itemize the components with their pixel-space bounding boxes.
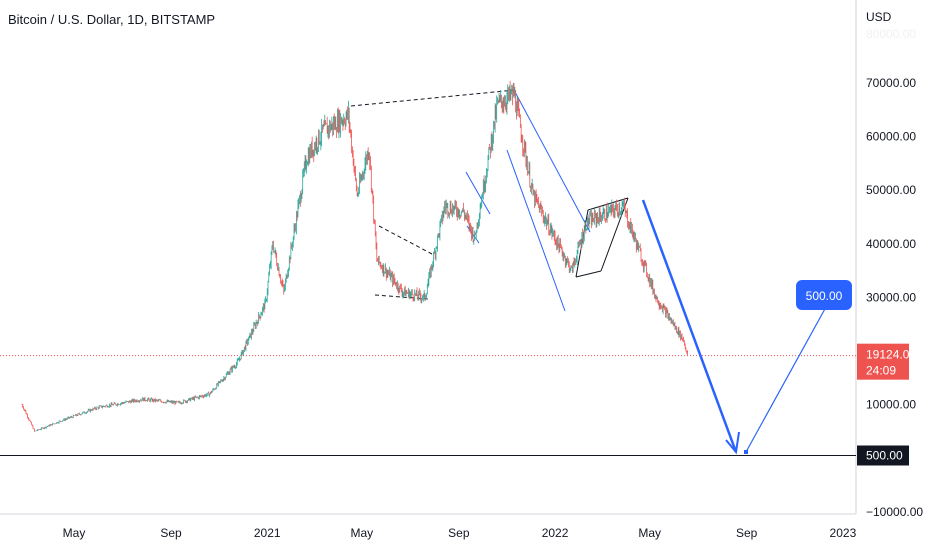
x-tick-label: May [351,526,374,540]
last-price-box [857,343,909,380]
y-tick-label: 50000.00 [866,183,916,197]
chart-title: Bitcoin / U.S. Dollar, 1D, BITSTAMP [8,12,215,27]
x-tick-label: May [638,526,661,540]
channel-lower-line[interactable] [506,149,566,312]
flag-line-upper[interactable] [465,171,491,215]
level-price-label: 500.00 [866,449,903,463]
callout-label: 500.00 [806,289,843,303]
arrow-head-icon [725,431,740,455]
x-tick-label: Sep [448,526,470,540]
projection-up-line[interactable] [745,306,827,453]
wedge-bottom-line[interactable] [575,270,602,278]
x-tick-label: 2023 [830,526,857,540]
y-axis: 70000.00 60000.00 50000.00 40000.00 30000.00… [866,76,923,519]
y-tick-label: 60000.00 [866,130,916,144]
y-tick-label: 70000.00 [866,76,916,90]
callout-box [796,280,852,310]
candlestick-series [21,80,688,432]
x-tick-label: May [63,526,86,540]
y-tick-label: 30000.00 [866,290,916,304]
y-tick-label: 10000.00 [866,398,916,412]
last-price-badge: 19124.00 24:09 [857,343,916,380]
projection-drawing[interactable] [641,199,827,455]
level-price-box [857,445,909,466]
level-price-badge: 500.00 [857,445,909,466]
dashed-bottom-line[interactable] [374,294,429,300]
dashed-mid-line[interactable] [378,225,433,255]
projection-anchor-dot[interactable] [744,450,748,454]
channel-upper-line[interactable] [513,89,591,233]
y-tick-label: 40000.00 [866,237,916,251]
wedge-top-line[interactable] [587,197,629,211]
wedge-right-line[interactable] [600,197,629,272]
projection-down-arrow[interactable] [641,199,738,453]
x-tick-label: Sep [736,526,758,540]
x-tick-label: Sep [160,526,182,540]
x-axis: May Sep 2021 May Sep 2022 May Sep 2023 [63,526,857,540]
x-tick-label: 2022 [542,526,569,540]
countdown-label: 24:09 [866,364,896,378]
clipped-tick-label: 80000.00 [866,27,916,41]
currency-label: USD [866,10,892,24]
last-price-label: 19124.00 [866,348,916,362]
x-tick-label: 2021 [254,526,281,540]
price-callout[interactable]: 500.00 [796,280,852,310]
dashed-top-line[interactable] [350,89,516,107]
y-tick-label: −10000.00 [866,505,923,519]
